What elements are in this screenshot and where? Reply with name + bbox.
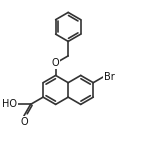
Text: Br: Br <box>104 72 115 82</box>
Text: HO: HO <box>2 99 17 109</box>
Text: O: O <box>52 58 59 68</box>
Text: O: O <box>20 117 28 127</box>
